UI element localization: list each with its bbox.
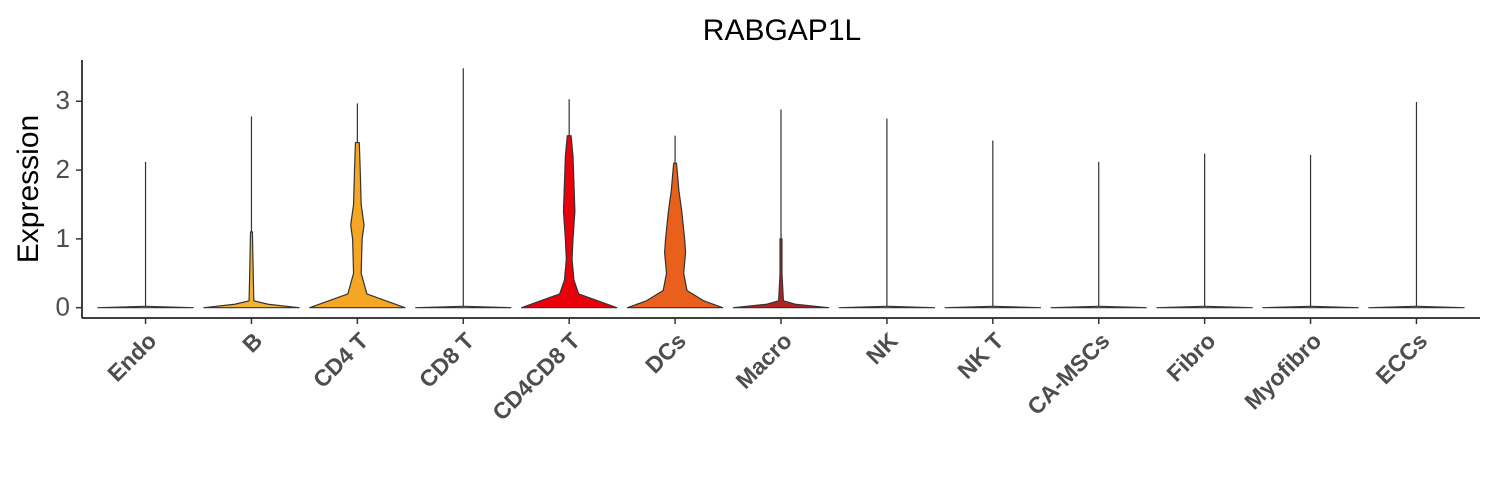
violin	[1368, 305, 1465, 309]
violin	[732, 238, 830, 309]
violin	[97, 305, 194, 309]
violin	[309, 141, 406, 309]
y-tick-label: 2	[56, 154, 70, 184]
violin	[1156, 305, 1253, 309]
y-axis-label: Expression	[12, 115, 45, 263]
violin	[520, 135, 618, 309]
x-tick-label: Macro	[731, 327, 797, 393]
x-tick-label: Fibro	[1161, 327, 1220, 386]
violin	[626, 162, 724, 309]
violin	[1262, 305, 1359, 309]
chart-title: RABGAP1L	[703, 14, 861, 47]
violin	[415, 305, 512, 309]
y-tick-label: 3	[56, 85, 70, 115]
violin	[203, 231, 300, 309]
violin	[1050, 305, 1147, 309]
y-tick-label: 0	[56, 292, 70, 322]
x-tick-label: Myofibro	[1239, 327, 1326, 414]
x-tick-label: CD4CD8 T	[487, 327, 585, 425]
x-tick-label: CD8 T	[414, 327, 479, 392]
x-tick-label: B	[237, 327, 267, 357]
x-tick-label: DCs	[640, 327, 691, 378]
x-tick-label: NK	[861, 327, 903, 369]
violin	[944, 305, 1042, 309]
x-tick-label: ECCs	[1371, 327, 1433, 389]
y-tick-label: 1	[56, 223, 70, 253]
x-tick-label: NK T	[952, 327, 1008, 383]
x-tick-label: CD4 T	[308, 327, 373, 392]
x-tick-label: Endo	[102, 327, 161, 386]
x-tick-label: CA-MSCs	[1022, 327, 1114, 419]
violin	[838, 305, 936, 309]
